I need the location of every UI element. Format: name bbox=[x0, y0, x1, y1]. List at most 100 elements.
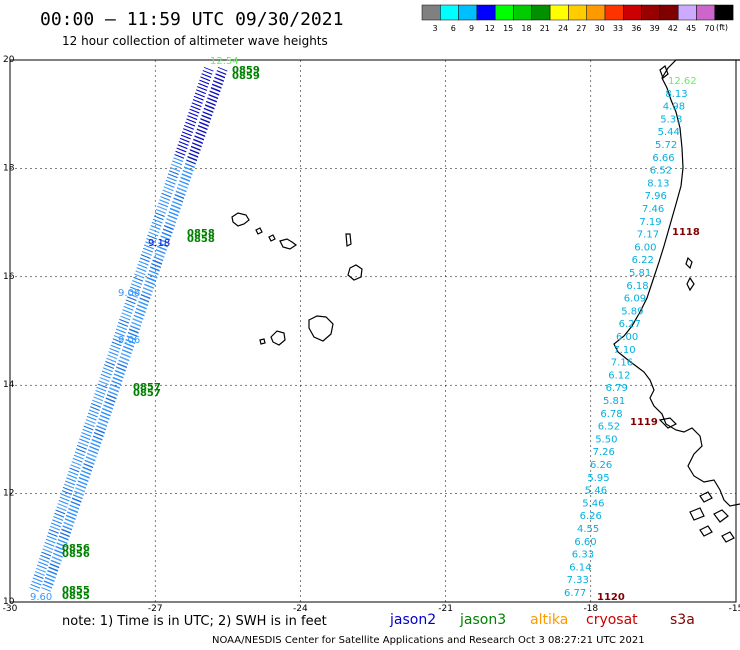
track-sample-mark: ||| bbox=[101, 400, 115, 413]
track-sample-mark: ||| bbox=[34, 563, 48, 576]
colorbar-swatch bbox=[568, 4, 587, 21]
track-sample-mark: ||| bbox=[159, 188, 173, 201]
east-track-value: 7.26 bbox=[593, 447, 615, 458]
track-sample-mark: ||| bbox=[69, 497, 83, 510]
track-sample-mark: ||| bbox=[142, 280, 156, 293]
track-sample-mark: ||| bbox=[175, 183, 189, 196]
pass-time-label: 0859 bbox=[232, 71, 260, 82]
track-sample-mark: ||| bbox=[129, 317, 143, 330]
west-track-value: 9.06 bbox=[118, 335, 140, 346]
lat-tick-label: 10 bbox=[3, 597, 15, 607]
legend-s3a: s3a bbox=[670, 612, 695, 628]
track-sample-mark: ||| bbox=[205, 93, 219, 106]
track-sample-mark: ||| bbox=[155, 201, 169, 214]
track-sample-mark: ||| bbox=[202, 104, 216, 117]
track-sample-mark: ||| bbox=[118, 352, 132, 365]
track-sample-mark: ||| bbox=[198, 72, 212, 85]
track-sample-mark: ||| bbox=[182, 162, 196, 175]
east-track-value: 7.46 bbox=[642, 204, 664, 215]
track-sample-mark: ||| bbox=[176, 179, 190, 192]
track-sample-mark: ||| bbox=[114, 324, 128, 337]
lat-tick-label: 20 bbox=[3, 55, 15, 65]
west-track-value: 9.60 bbox=[30, 592, 52, 603]
track-sample-mark: ||| bbox=[151, 214, 165, 227]
cape-verde-islands bbox=[231, 212, 363, 346]
track-sample-mark: ||| bbox=[162, 221, 176, 234]
track-sample-mark: ||| bbox=[85, 412, 99, 425]
track-sample-mark: ||| bbox=[136, 260, 150, 273]
track-sample-mark: ||| bbox=[184, 155, 198, 168]
track-sample-mark: ||| bbox=[139, 250, 153, 263]
track-sample-mark: ||| bbox=[46, 528, 60, 541]
east-track-value: 6.27 bbox=[619, 319, 641, 330]
track-sample-mark: ||| bbox=[173, 190, 187, 203]
track-sample-mark: ||| bbox=[93, 424, 107, 437]
east-track-value: 6.52 bbox=[598, 422, 620, 433]
track-sample-mark: ||| bbox=[78, 469, 92, 482]
east-track-value: 6.09 bbox=[624, 294, 646, 305]
track-sample-mark: ||| bbox=[171, 153, 185, 166]
track-sample-mark: ||| bbox=[50, 552, 64, 565]
east-track-value: 7.19 bbox=[639, 217, 661, 228]
colorbar-label: 12 bbox=[485, 24, 495, 33]
track-sample-mark: ||| bbox=[187, 148, 201, 161]
track-sample-mark: ||| bbox=[203, 100, 217, 113]
east-track-value: 5.50 bbox=[595, 434, 617, 445]
west-track-values: 12.54 9.18 9.06 9.06 9.60 bbox=[30, 56, 239, 603]
track-sample-mark: ||| bbox=[52, 509, 66, 522]
track-sample-mark: ||| bbox=[40, 544, 54, 557]
track-sample-mark: ||| bbox=[119, 349, 133, 362]
track-sample-mark: ||| bbox=[124, 295, 138, 308]
track-sample-mark: ||| bbox=[59, 524, 73, 537]
track-sample-mark: ||| bbox=[155, 242, 169, 255]
track-sample-mark: ||| bbox=[88, 402, 102, 415]
track-sample-mark: ||| bbox=[48, 559, 62, 572]
track-sample-mark: ||| bbox=[63, 476, 77, 489]
track-sample-mark: ||| bbox=[53, 542, 67, 555]
track-sample-mark: ||| bbox=[166, 211, 180, 224]
track-sample-mark: ||| bbox=[41, 580, 55, 593]
track-sample-mark: ||| bbox=[152, 252, 166, 265]
track-sample-mark: ||| bbox=[37, 554, 51, 567]
track-sample-mark: ||| bbox=[138, 293, 152, 306]
track-sample-mark: ||| bbox=[130, 276, 144, 289]
track-sample-mark: ||| bbox=[213, 69, 227, 82]
track-sample-mark: ||| bbox=[143, 276, 157, 289]
track-sample-mark: ||| bbox=[175, 143, 189, 156]
west-track-value: 12.54 bbox=[210, 56, 239, 67]
track-sample-mark: ||| bbox=[99, 407, 113, 420]
track-sample-mark: ||| bbox=[30, 576, 44, 589]
track-sample-mark: ||| bbox=[82, 421, 96, 434]
track-sample-mark: ||| bbox=[189, 101, 203, 114]
track-sample-mark: ||| bbox=[103, 357, 117, 370]
track-sample-mark: ||| bbox=[88, 438, 102, 451]
pass-time-label: 1118 bbox=[672, 227, 700, 238]
track-sample-mark: ||| bbox=[76, 437, 90, 450]
track-sample-mark: ||| bbox=[128, 321, 142, 334]
colorbar-swatch bbox=[494, 4, 514, 21]
track-sample-mark: ||| bbox=[193, 88, 207, 101]
track-sample-mark: ||| bbox=[132, 269, 146, 282]
track-sample-mark: ||| bbox=[131, 273, 145, 286]
track-sample-mark: ||| bbox=[121, 305, 135, 318]
track-sample-mark: ||| bbox=[150, 218, 164, 231]
track-sample-mark: ||| bbox=[170, 197, 184, 210]
track-sample-mark: ||| bbox=[79, 466, 93, 479]
track-sample-mark: ||| bbox=[127, 324, 141, 337]
west-africa-coastline bbox=[613, 59, 740, 543]
lat-tick-label: 16 bbox=[3, 272, 15, 282]
track-sample-mark: ||| bbox=[109, 376, 123, 389]
track-sample-mark: ||| bbox=[174, 186, 188, 199]
track-sample-mark: ||| bbox=[154, 205, 168, 218]
track-sample-mark: ||| bbox=[165, 172, 179, 185]
map-subtitle: 12 hour collection of altimeter wave hei… bbox=[62, 34, 328, 48]
track-sample-mark: ||| bbox=[132, 311, 146, 324]
track-sample-mark: ||| bbox=[38, 551, 52, 564]
track-sample-mark: ||| bbox=[33, 567, 47, 580]
track-sample-mark: ||| bbox=[146, 227, 160, 240]
lon-tick-label: -18 bbox=[583, 604, 598, 614]
track-sample-mark: ||| bbox=[136, 297, 150, 310]
track-sample-mark: ||| bbox=[42, 576, 56, 589]
